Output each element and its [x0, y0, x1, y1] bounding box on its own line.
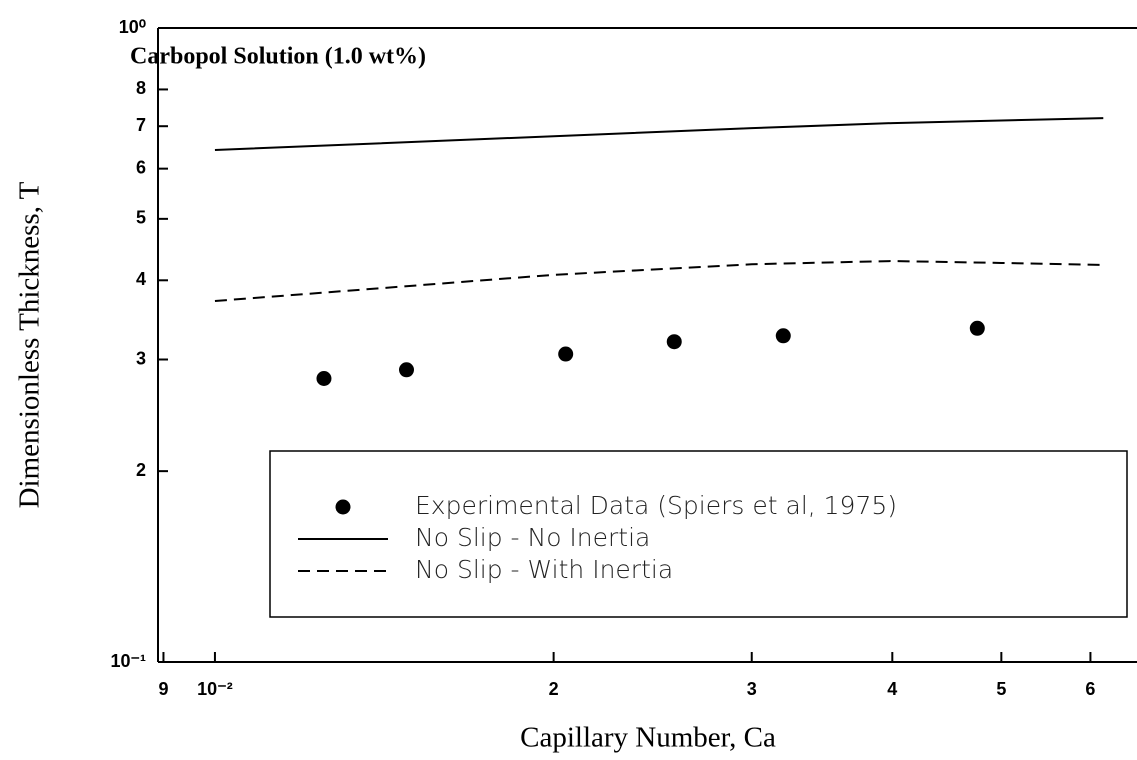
- y-tick-label: 4: [136, 269, 146, 289]
- x-tick-label: 6: [1085, 679, 1095, 699]
- y-tick-label: 3: [136, 348, 146, 368]
- y-tick-label: 2: [136, 460, 146, 480]
- y-tick-label: 10⁰: [119, 17, 146, 37]
- y-tick-label: 8: [136, 78, 146, 98]
- series-line: [214, 260, 1104, 303]
- data-point: [666, 334, 682, 350]
- y-axis-label: Dimensionless Thickness, T: [14, 181, 46, 508]
- legend-label: No Slip - With Inertia: [415, 555, 673, 584]
- y-tick-label: 10⁻¹: [110, 651, 146, 671]
- legend-label: Experimental Data (Spiers et al, 1975): [415, 491, 897, 520]
- legend-label: No Slip - No Inertia: [415, 523, 650, 552]
- data-point: [316, 371, 332, 387]
- data-point: [558, 346, 574, 362]
- x-tick-label: 10⁻²: [197, 679, 233, 699]
- x-tick-label: 3: [747, 679, 757, 699]
- y-tick-label: 6: [136, 157, 146, 177]
- y-tick-label: 5: [136, 208, 146, 228]
- x-tick-label: 2: [549, 679, 559, 699]
- legend-box: [269, 450, 1128, 618]
- chart-title: Carbopol Solution (1.0 wt%): [130, 44, 426, 70]
- x-tick-label: 4: [887, 679, 897, 699]
- y-tick-label: 7: [136, 115, 146, 135]
- x-tick-label: 9: [158, 679, 168, 699]
- series-line: [214, 117, 1104, 152]
- x-tick-label: 5: [996, 679, 1006, 699]
- data-point: [775, 328, 791, 344]
- data-point: [969, 320, 985, 336]
- data-point: [399, 362, 415, 378]
- legend-marker: [335, 499, 351, 515]
- x-axis-label: Capillary Number, Ca: [520, 722, 776, 754]
